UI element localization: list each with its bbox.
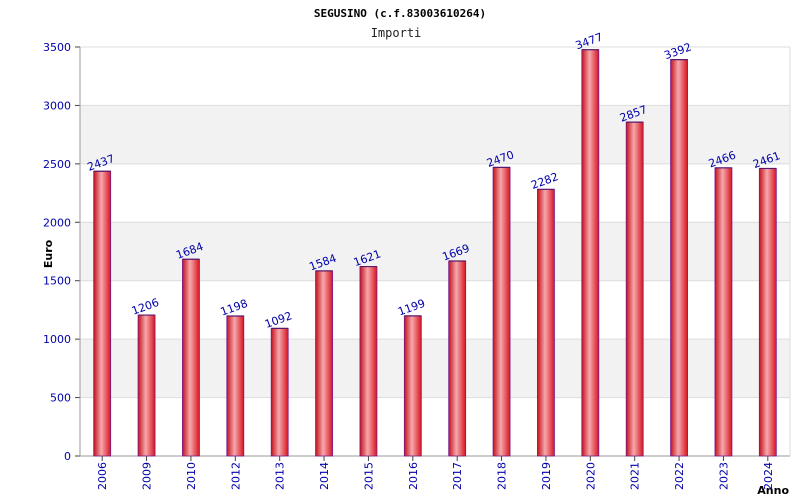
x-tick-label-2013: 2013 xyxy=(274,462,287,490)
y-tick-label: 500 xyxy=(50,392,71,405)
value-label-2020: 3477 xyxy=(574,31,605,53)
x-tick-label-2006: 2006 xyxy=(96,462,109,490)
bars xyxy=(93,49,777,457)
value-label-2019: 2282 xyxy=(529,170,560,192)
x-tick-label-2017: 2017 xyxy=(451,462,464,490)
bar-2020 xyxy=(581,49,600,457)
y-tick-label: 3000 xyxy=(43,99,71,112)
chart-title: SEGUSINO (c.f.83003610264) xyxy=(314,7,486,20)
x-tick-label-2016: 2016 xyxy=(407,462,420,490)
value-label-2022: 3392 xyxy=(662,40,693,62)
y-tick-label: 1500 xyxy=(43,275,71,288)
bar-2019 xyxy=(537,188,555,457)
x-tick-label-2022: 2022 xyxy=(673,462,686,490)
y-tick-labels: 0 500 1000 1500 2000 2500 3000 3500 xyxy=(43,41,71,463)
x-tick-label-2021: 2021 xyxy=(629,462,642,490)
bar-2006 xyxy=(93,170,112,457)
y-tick-label: 0 xyxy=(64,450,71,463)
bar-2022 xyxy=(670,59,688,457)
y-tick-label: 1000 xyxy=(43,333,71,346)
value-label-2013: 1092 xyxy=(263,309,294,331)
bar-2014 xyxy=(315,270,333,457)
value-label-2009: 1206 xyxy=(130,296,161,318)
x-tick-label-2014: 2014 xyxy=(318,462,331,490)
x-tick-label-2024: 2024 xyxy=(762,462,775,490)
bar-2018 xyxy=(492,166,511,457)
bar-2024 xyxy=(758,168,777,457)
x-tick-label-2020: 2020 xyxy=(584,462,597,490)
y-tick-label: 3500 xyxy=(43,41,71,54)
x-tick-label-2019: 2019 xyxy=(540,462,553,490)
x-tick-label-2009: 2009 xyxy=(141,462,154,490)
x-tick-label-2018: 2018 xyxy=(496,462,509,490)
bar-2017 xyxy=(448,260,467,457)
bar-2021 xyxy=(625,121,644,457)
y-axis-label: Euro xyxy=(42,239,55,268)
x-axis-label: Anno xyxy=(757,484,789,497)
value-label-2016: 1199 xyxy=(396,297,427,319)
x-tick-label-2023: 2023 xyxy=(717,462,730,490)
bar-2009 xyxy=(137,314,156,457)
y-tick-label: 2500 xyxy=(43,158,71,171)
chart-subtitle: Importi xyxy=(371,26,422,40)
x-tick-label-2015: 2015 xyxy=(362,462,375,490)
value-label-2012: 1198 xyxy=(219,297,250,319)
bar-2010 xyxy=(182,258,200,457)
y-tick-label: 2000 xyxy=(43,216,71,229)
x-tick-labels: 2006 2009 2010 2012 2013 2014 2015 2016 2017 2018… xyxy=(96,456,775,490)
bar-2012 xyxy=(226,315,245,457)
bar-2023 xyxy=(714,167,733,457)
x-tick-label-2010: 2010 xyxy=(185,462,198,490)
x-tick-label-2012: 2012 xyxy=(229,462,242,490)
bar-2016 xyxy=(403,315,422,457)
bar-2015 xyxy=(359,266,378,457)
bar-2013 xyxy=(270,327,289,457)
